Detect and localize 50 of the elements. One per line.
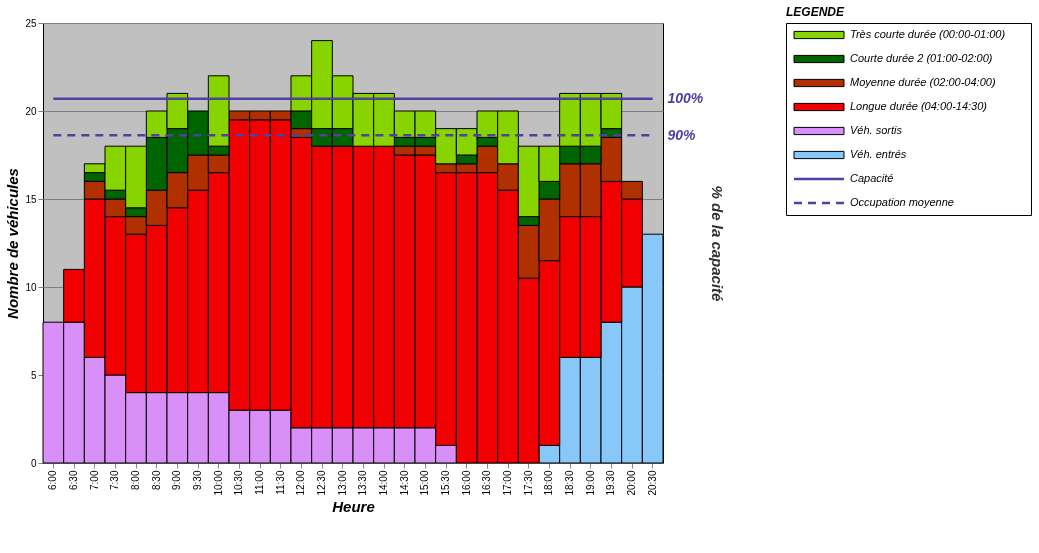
legend-label: Capacité xyxy=(850,172,894,184)
y-tick-label: 5 xyxy=(30,369,37,381)
y-tick-label: 15 xyxy=(25,193,37,205)
y-axis-title: Nombre de véhicules xyxy=(4,168,22,319)
y-tick-label: 25 xyxy=(25,17,37,29)
x-tick-label: 17:30 xyxy=(522,470,534,496)
legend-label: Occupation moyenne xyxy=(850,196,954,208)
x-tick-label: 19:30 xyxy=(605,470,617,496)
x-tick-label: 14:00 xyxy=(378,470,389,496)
x-tick-label: 20:00 xyxy=(626,470,637,496)
y2-axis-title: % de la capacité xyxy=(709,185,727,302)
x-tick-label: 9:00 xyxy=(171,470,183,490)
x-tick-label: 8:30 xyxy=(150,470,162,490)
x-tick-label: 10:00 xyxy=(212,470,224,496)
x-tick-label: 14:30 xyxy=(398,470,410,496)
x-tick-label: 15:30 xyxy=(440,470,451,496)
y2-tick-label: 90% xyxy=(667,126,697,143)
y2-tick-label: 100% xyxy=(667,90,704,107)
x-tick-label: 18:00 xyxy=(543,470,555,496)
x-tick-label: 18:30 xyxy=(564,470,575,496)
x-tick-label: 12:00 xyxy=(295,470,307,496)
x-tick-label: 15:00 xyxy=(419,470,431,496)
x-tick-label: 7:30 xyxy=(109,470,121,490)
x-tick-label: 11:30 xyxy=(274,470,286,495)
x-tick-label: 12:30 xyxy=(316,470,327,496)
x-tick-label: 8:00 xyxy=(130,470,141,490)
legend-label: Véh. entrés xyxy=(850,148,907,160)
y-tick-label: 10 xyxy=(25,281,37,293)
legend-title: LEGENDE xyxy=(786,5,845,19)
x-tick-label: 19:00 xyxy=(584,470,596,496)
x-tick-label: 10:30 xyxy=(233,470,245,496)
legend-label: Très courte durée (00:00-01:00) xyxy=(850,28,1006,40)
x-tick-label: 6:30 xyxy=(68,470,79,490)
x-tick-label: 9:30 xyxy=(192,470,203,490)
legend-label: Courte durée 2 (01:00-02:00) xyxy=(850,52,993,64)
legend-label: Longue durée (04:00-14:30) xyxy=(850,100,988,112)
y-tick-label: 20 xyxy=(25,105,37,117)
x-tick-label: 13:30 xyxy=(357,470,369,496)
y-tick-label: 0 xyxy=(30,457,37,469)
legend-label: Véh. sortis xyxy=(850,124,903,136)
legend-label: Moyenne durée (02:00-04:00) xyxy=(850,76,996,88)
x-tick-label: 17:00 xyxy=(502,470,513,496)
x-tick-label: 16:00 xyxy=(460,470,472,496)
x-tick-label: 20:30 xyxy=(646,470,658,496)
x-axis-title: Heure xyxy=(332,497,375,515)
x-tick-label: 13:00 xyxy=(336,470,348,496)
x-tick-label: 16:30 xyxy=(481,470,493,496)
x-tick-label: 6:00 xyxy=(47,470,59,490)
x-tick-label: 11:00 xyxy=(254,470,265,495)
x-tick-label: 7:00 xyxy=(88,470,100,490)
